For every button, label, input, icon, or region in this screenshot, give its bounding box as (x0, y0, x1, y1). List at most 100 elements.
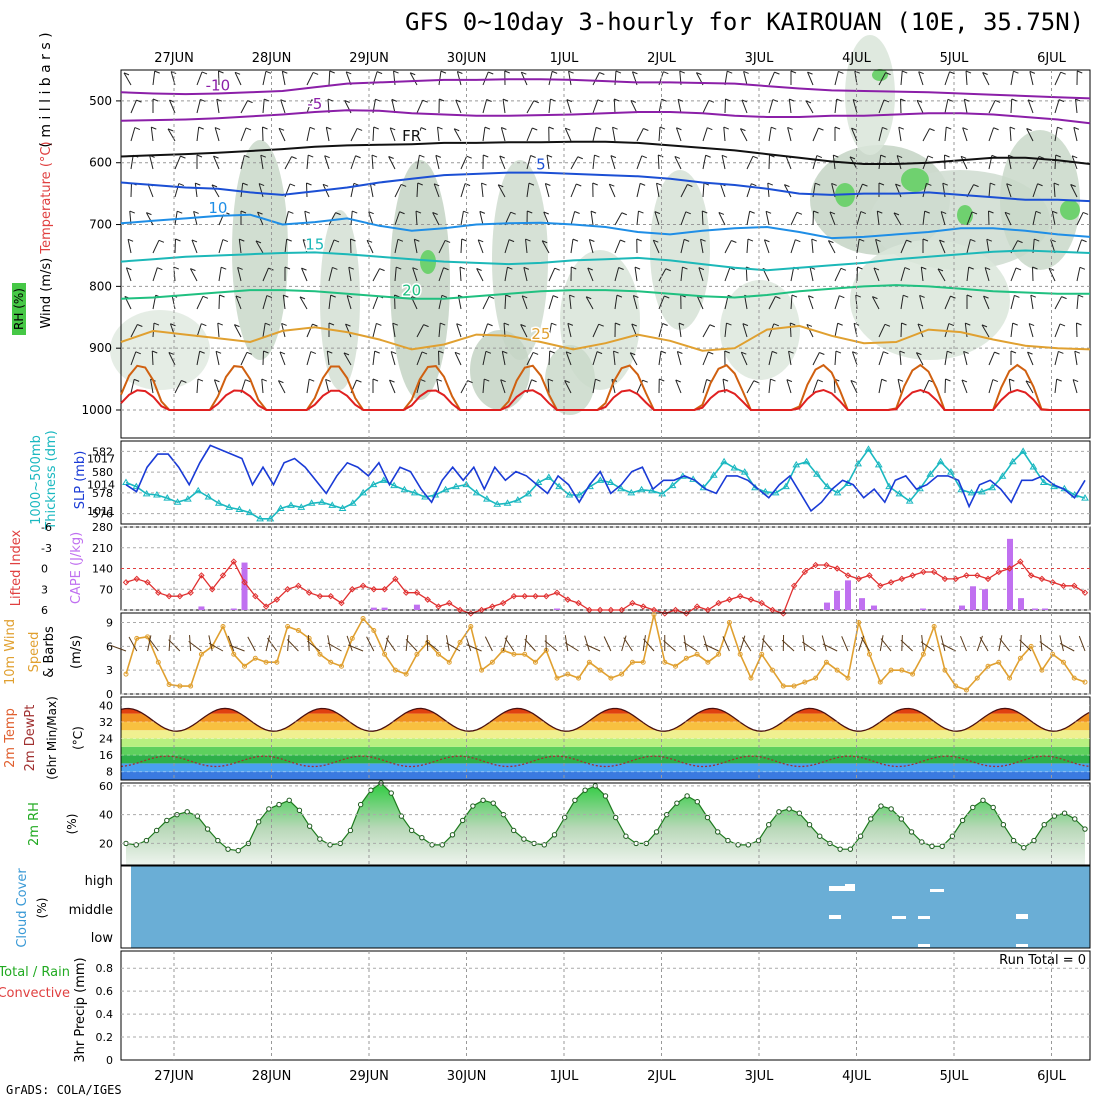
slp-tick-label: 1014 (87, 479, 115, 492)
wind-barb (675, 379, 682, 394)
date-label-bottom: 28JUN (252, 1069, 292, 1084)
thickness-line-point (245, 508, 254, 516)
wind-barb-flag (196, 154, 203, 158)
wind-barb-flag (549, 350, 555, 354)
cape-bar (871, 605, 877, 610)
wind-barb-flag (919, 294, 925, 298)
wind-barb-flag (948, 323, 955, 327)
wind-barb (454, 352, 462, 366)
wind-barb-flag (772, 99, 779, 103)
thickness-line-point (369, 480, 378, 488)
wind-barb (237, 267, 242, 282)
wind-barb-flag (329, 70, 335, 74)
y-tick-label: 0.6 (96, 985, 114, 998)
rh-point (694, 799, 701, 805)
wind-barb (1026, 128, 1034, 142)
lifted-index-point (629, 599, 636, 607)
wind-barb (922, 211, 926, 226)
cape-bar (824, 602, 830, 610)
lifted-index-point (812, 561, 819, 569)
surface-wind-barb (484, 636, 493, 652)
wind-barb (937, 268, 946, 282)
wind-barb (743, 71, 748, 86)
lifted-index-point (144, 579, 151, 586)
y-tick-label: 0.2 (96, 1031, 114, 1044)
rh-blob (850, 240, 1010, 360)
cape-tick-label: 140 (92, 563, 113, 576)
rh-high-blob (1060, 200, 1080, 220)
wind-barb-flag (376, 322, 382, 326)
panel-ylabel: 3hr Precip (mm) (73, 957, 88, 1062)
wind-barb (348, 267, 352, 282)
wind-barb-flag (834, 126, 841, 130)
wind-barb-flag (202, 295, 209, 299)
thickness-line-point (905, 497, 914, 504)
wind-barb-flag (805, 100, 812, 104)
wind-speed-line-point (1039, 667, 1045, 673)
date-label-top: 29JUN (349, 51, 389, 66)
wind-barb-flag (854, 70, 860, 74)
thickness-line-point (338, 504, 347, 511)
thickness-line-point (998, 472, 1007, 479)
wind-barb-flag (532, 127, 538, 131)
panel-ylabel-group: (%) (65, 814, 79, 835)
wind-barb (960, 156, 968, 170)
wind-barb (1006, 183, 1012, 198)
wind-barb-flag (752, 155, 759, 159)
wind-barb (702, 182, 705, 198)
surface-wind-barb (901, 634, 903, 652)
thickness-line-point (575, 490, 584, 498)
rh-point (857, 833, 864, 839)
wind-barb-flag (753, 380, 759, 384)
wind-barb (306, 72, 314, 86)
wind-barb-flag (244, 154, 250, 158)
wind-barb-flag (988, 210, 994, 214)
thickness-line-point (699, 483, 708, 491)
y-tick-label: 0 (106, 1054, 113, 1067)
wind-barb (878, 99, 885, 114)
wind-barb-flag (456, 323, 462, 327)
wind-barb-flag (373, 126, 379, 130)
wind-barb (1048, 268, 1056, 282)
wind-barb (834, 350, 837, 366)
wind-barb-flag (211, 184, 218, 188)
wind-barb (636, 155, 643, 170)
wind-barb-flag (922, 238, 929, 242)
wind-barb-flag (618, 267, 624, 270)
wind-barb-flag (1037, 183, 1043, 187)
wind-barb-flag (181, 380, 187, 383)
surface-wind-barb (229, 644, 245, 652)
thickness-line-point (204, 493, 213, 500)
wind-barb (966, 239, 971, 254)
lifted-index-point (187, 589, 194, 596)
wind-barb (415, 210, 418, 226)
wind-barb-flag (198, 126, 204, 130)
wind-barb (701, 210, 704, 226)
wind-barb-flag (940, 211, 947, 215)
date-label-top: 28JUN (252, 51, 292, 66)
thickness-line-point (854, 459, 863, 467)
wind-barb-flag (234, 324, 240, 328)
wind-barb (460, 156, 468, 170)
wind-barb-flag (510, 211, 516, 215)
wind-barb (746, 380, 755, 394)
wind-barb (1009, 126, 1012, 142)
lifted-index-point (305, 589, 313, 596)
panel-ylabel: (6hr Min/Max) (45, 696, 59, 780)
wind-barb (1025, 380, 1034, 394)
wind-barb-flag (833, 154, 839, 158)
wind-barb-flag (677, 98, 684, 102)
surface-wind-barb (426, 634, 429, 652)
wind-barb-flag (412, 267, 418, 271)
wind-barb-flag (586, 296, 592, 300)
wind-barb (700, 239, 704, 254)
wind-barb-flag (808, 295, 814, 299)
wind-barb (497, 184, 506, 198)
lifted-index-point (844, 572, 852, 579)
wind-barb (981, 324, 990, 338)
wind-barb (767, 183, 770, 198)
panel-ylabel: & Barbs (42, 626, 57, 678)
wind-speed-line-point (791, 683, 797, 689)
wind-barb-flag (749, 210, 755, 214)
wind-speed-line-point (780, 683, 786, 689)
